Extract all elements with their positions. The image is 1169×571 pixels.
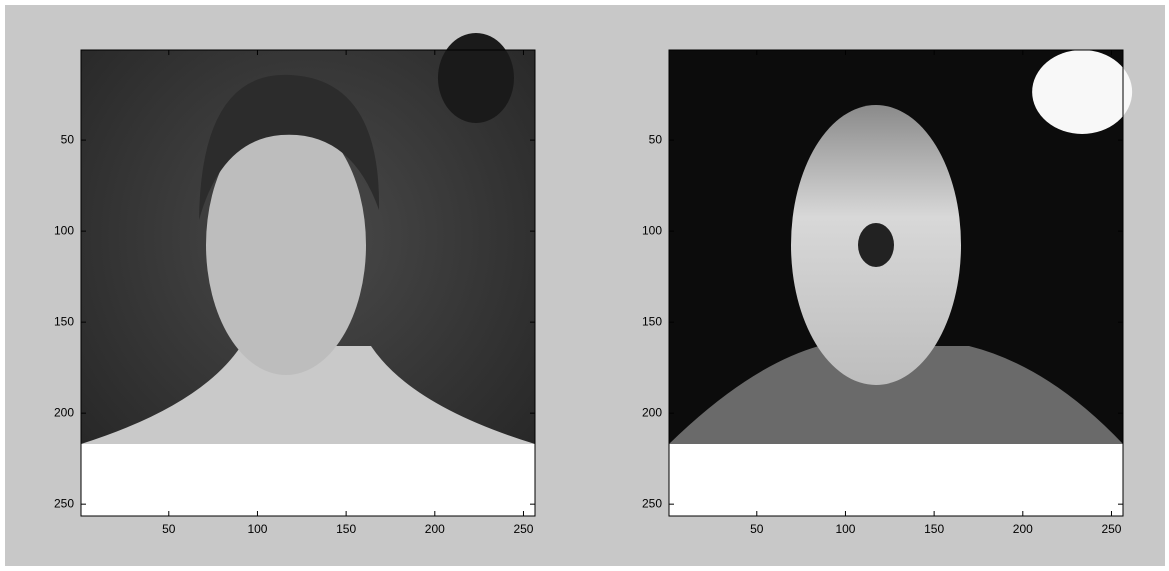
x-tick-label: 200 <box>1013 522 1033 536</box>
x-tick-label: 50 <box>162 522 176 536</box>
image-region <box>81 346 535 444</box>
y-tick-label: 150 <box>54 314 74 328</box>
image-region <box>858 223 894 267</box>
x-tick-label: 100 <box>835 522 855 536</box>
x-tick-label: 150 <box>924 522 944 536</box>
y-tick-label: 100 <box>54 223 74 237</box>
image-region <box>437 32 514 123</box>
axes-box <box>668 49 1124 517</box>
y-tick-label: 250 <box>54 496 74 510</box>
y-tick-label: 50 <box>649 132 663 146</box>
x-tick-label: 100 <box>247 522 267 536</box>
x-tick-label: 200 <box>425 522 445 536</box>
y-tick-label: 100 <box>642 223 662 237</box>
y-tick-label: 200 <box>54 405 74 419</box>
image-region <box>1032 49 1133 134</box>
image-padding <box>669 444 1123 516</box>
y-tick-label: 250 <box>642 496 662 510</box>
y-tick-label: 150 <box>642 314 662 328</box>
y-tick-label: 200 <box>642 405 662 419</box>
axes: 50 100 150 200 250 50 100 150 200 250 <box>54 32 536 536</box>
y-tick-label: 50 <box>61 132 75 146</box>
axes: 50 100 150 200 250 50 100 150 200 250 <box>642 49 1133 536</box>
image-region <box>669 346 1123 444</box>
x-tick-label: 50 <box>750 522 764 536</box>
image-padding <box>81 444 535 516</box>
x-tick-label: 250 <box>513 522 533 536</box>
image-region <box>206 115 366 375</box>
x-tick-label: 250 <box>1101 522 1121 536</box>
image-region <box>199 74 380 220</box>
axes-box <box>80 49 536 517</box>
x-tick-label: 150 <box>336 522 356 536</box>
